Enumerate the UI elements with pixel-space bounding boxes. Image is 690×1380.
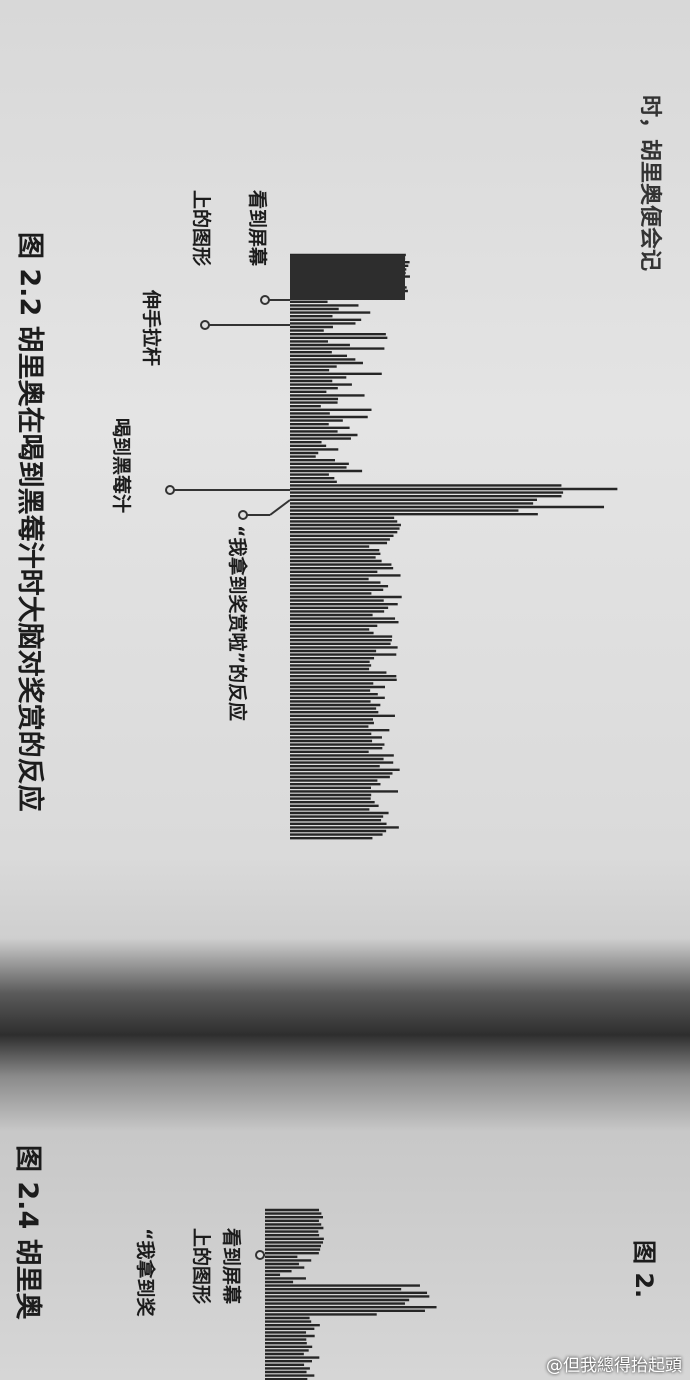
watermark: @但我總得抬起頭 xyxy=(546,1356,682,1376)
label: “我拿到奖 xyxy=(134,1228,156,1317)
header-text: 时，胡里奥便会记 xyxy=(637,95,662,272)
label: 上的图形 xyxy=(190,1228,212,1305)
next-figure: 图 2. xyxy=(630,1240,658,1299)
pin-head xyxy=(255,1250,265,1260)
label: 上的图形 xyxy=(190,190,212,267)
label: 看到屏幕 xyxy=(220,1228,242,1305)
label: 看到屏幕 xyxy=(246,190,268,267)
pin-head xyxy=(200,320,210,330)
pin-head xyxy=(238,510,248,520)
pin-head xyxy=(165,485,175,495)
label: 喝到黑莓汁 xyxy=(110,418,132,514)
caption: 图 2.4 胡里奥 xyxy=(12,1145,43,1320)
label: 伸手拉杆 xyxy=(140,290,162,367)
dense-block xyxy=(290,255,405,300)
label: “我拿到奖赏啦”的反应 xyxy=(226,525,248,721)
caption: 图 2.2 胡里奥在喝到黑莓汁时大脑对奖赏的反应 xyxy=(14,232,45,812)
pin-line xyxy=(269,499,291,516)
pin-head xyxy=(260,295,270,305)
